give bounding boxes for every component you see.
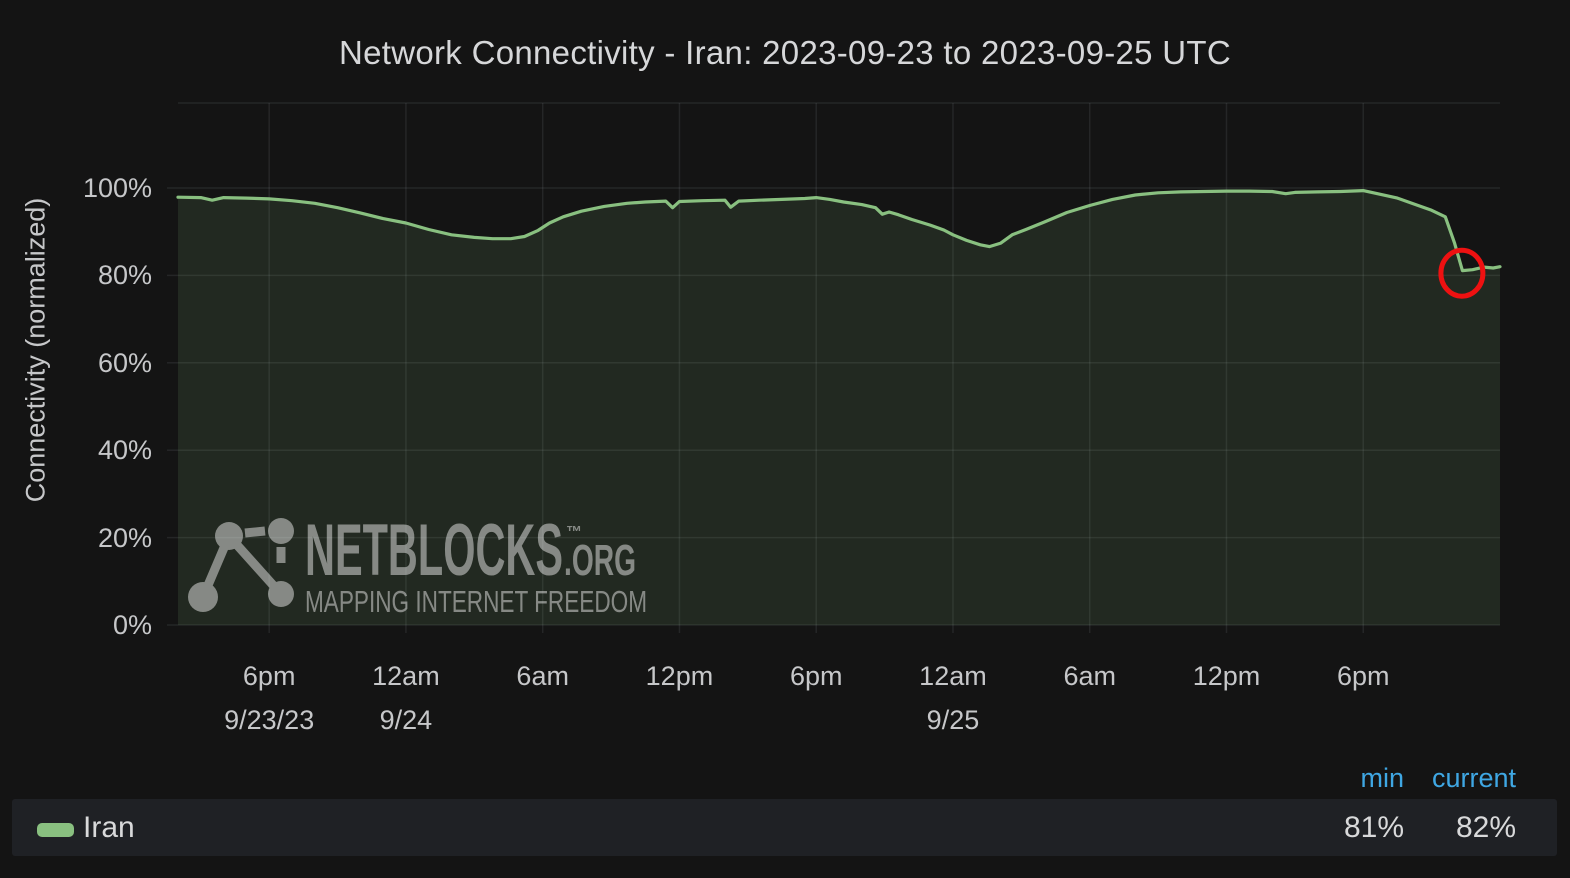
x-tick-label: 12pm xyxy=(645,661,714,691)
series-current-value: 82% xyxy=(1455,811,1516,844)
series-min-value: 81% xyxy=(1343,811,1404,844)
grid-lines xyxy=(167,102,1500,633)
watermark-org: .ORG xyxy=(564,536,636,585)
legend-column-min[interactable]: min xyxy=(1360,763,1404,793)
series-color-swatch[interactable] xyxy=(37,823,74,837)
watermark-tm: ™ xyxy=(566,524,582,541)
annotation-circle xyxy=(1438,247,1486,299)
panel-title: Network Connectivity - Iran: 2023-09-23 … xyxy=(338,34,1232,71)
x-tick-label: 6am xyxy=(1063,661,1116,691)
x-tick-label: 12pm xyxy=(1192,661,1261,691)
series-name-label[interactable]: Iran xyxy=(83,811,135,844)
watermark-brand: NETBLOCKS xyxy=(305,513,563,591)
x-tick-label: 12am xyxy=(372,661,440,691)
x-tick-label: 6pm xyxy=(1336,661,1390,691)
legend-column-current[interactable]: current xyxy=(1431,763,1516,793)
netblocks-watermark: NETBLOCKS ™ .ORG MAPPING INTERNET FREEDO… xyxy=(188,513,647,619)
netblocks-logo-icon xyxy=(188,518,294,612)
x-tick-label: 6pm xyxy=(789,661,843,691)
y-tick-label: 80% xyxy=(97,260,152,291)
y-tick-label: 0% xyxy=(112,610,152,640)
series-area-iran xyxy=(178,190,1500,625)
x-tick-label: 6pm xyxy=(242,661,296,691)
y-tick-label: 20% xyxy=(97,522,152,553)
y-tick-label: 60% xyxy=(97,347,152,378)
x-date-label: 9/24 xyxy=(379,705,433,735)
legend-row-iran[interactable]: Iran 81% 82% xyxy=(12,799,1557,856)
x-date-label: 9/23/23 xyxy=(224,705,315,735)
watermark-tagline: MAPPING INTERNET FREEDOM xyxy=(305,584,647,619)
x-tick-label: 12am xyxy=(919,661,987,691)
series-line-iran xyxy=(176,189,1502,273)
x-date-label: 9/25 xyxy=(926,705,980,735)
y-tick-label: 40% xyxy=(97,435,152,466)
y-tick-label: 100% xyxy=(82,173,152,203)
x-tick-label: 6am xyxy=(516,661,569,691)
